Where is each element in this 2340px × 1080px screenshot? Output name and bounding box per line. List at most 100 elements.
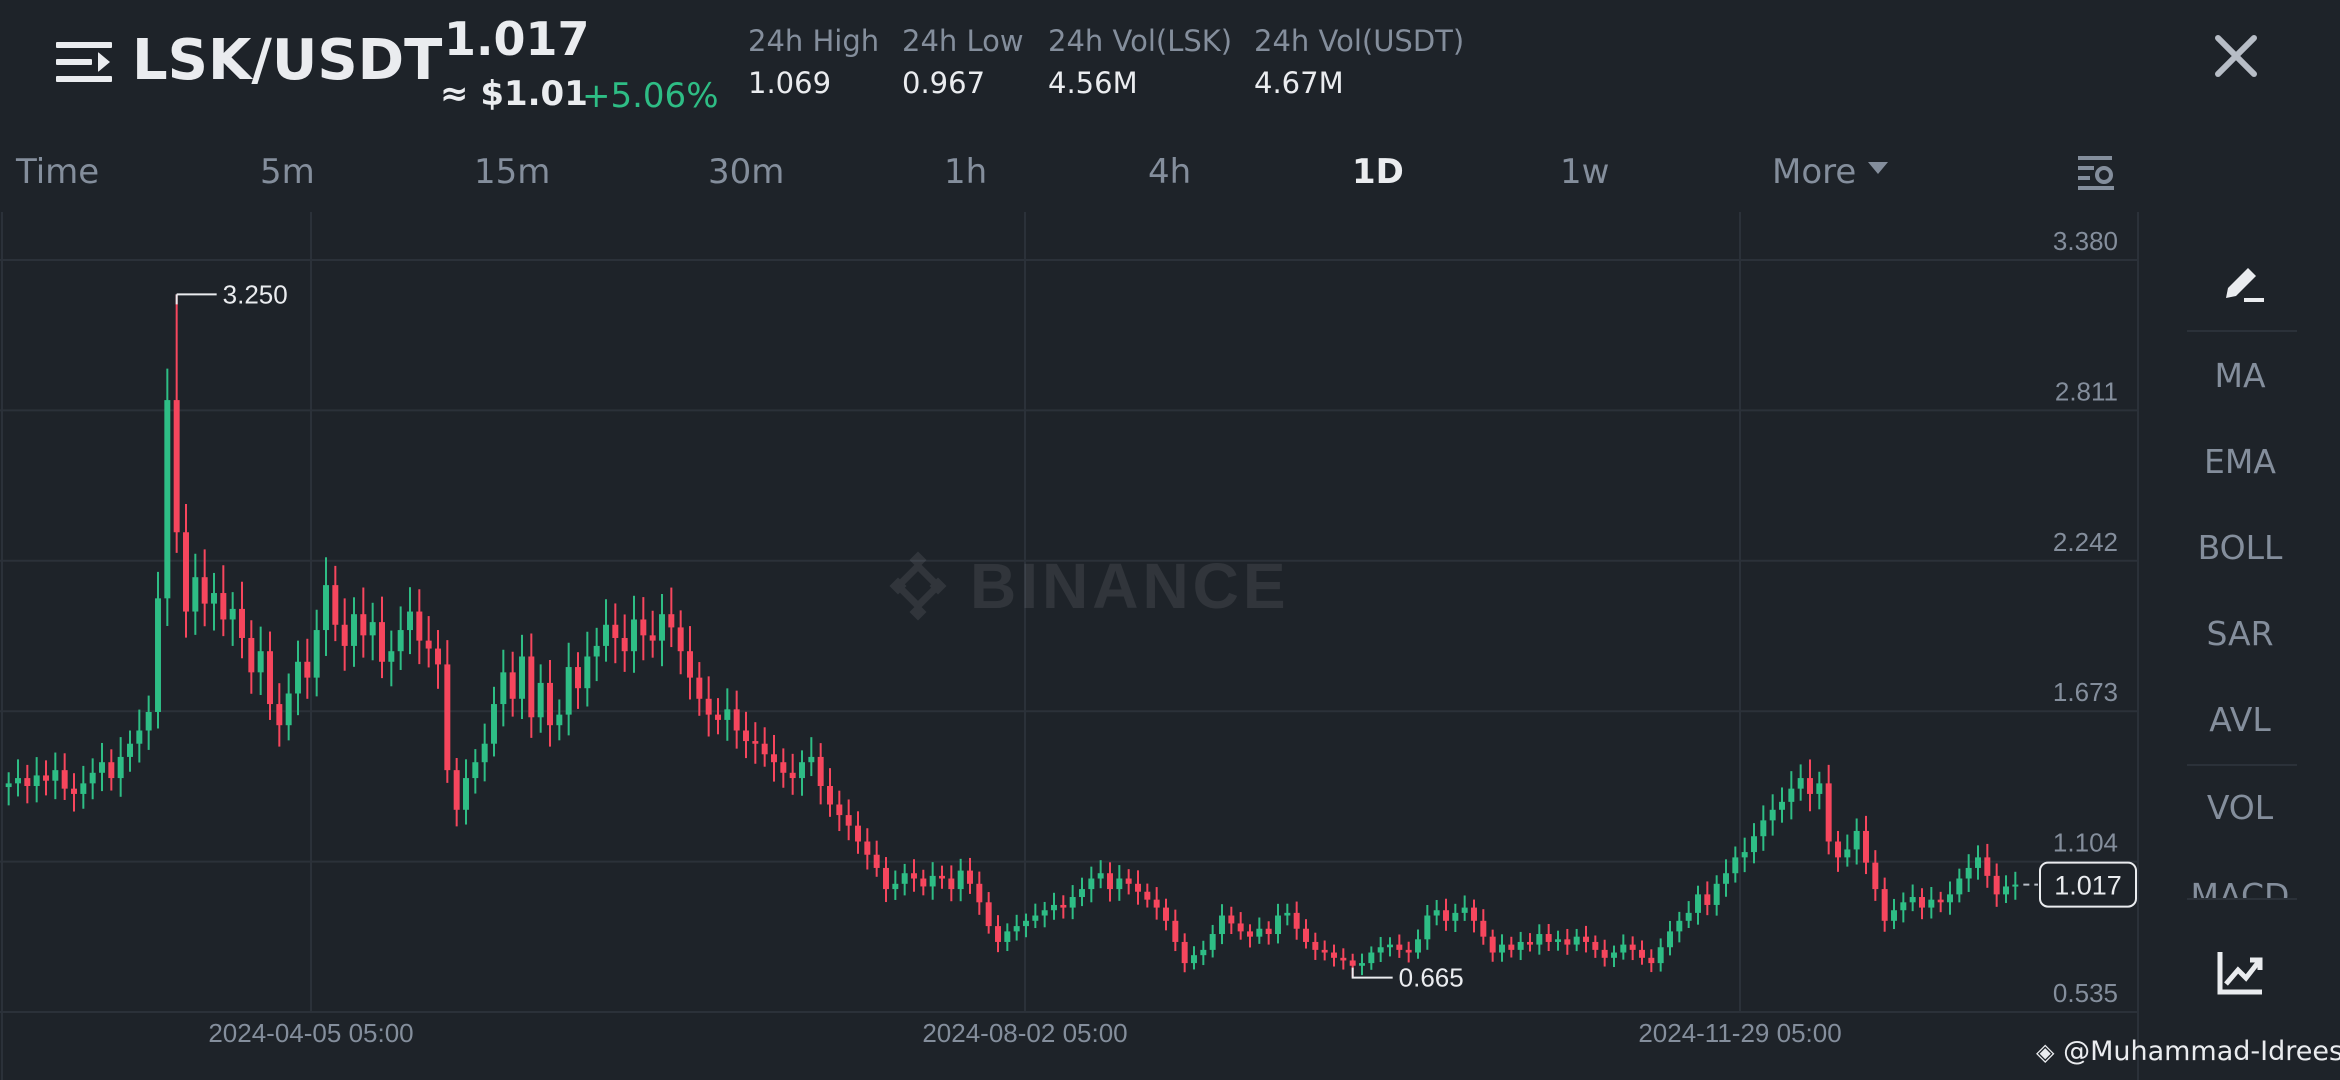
tab-1w[interactable]: 1w xyxy=(1560,152,1610,192)
candle-body xyxy=(117,756,124,779)
tab-1d[interactable]: 1D xyxy=(1352,152,1404,192)
candle-body xyxy=(1247,931,1253,937)
trading-pair[interactable]: LSK/USDT xyxy=(132,28,443,93)
candle-body xyxy=(1564,939,1571,945)
candle-body xyxy=(1536,934,1543,945)
usd-price: ≈ $1.01 xyxy=(440,74,588,114)
candle-body xyxy=(1807,778,1813,794)
candle-body xyxy=(621,637,628,652)
candle-body xyxy=(1583,936,1589,942)
candle-body xyxy=(1919,897,1925,908)
indicator-settings-icon[interactable] xyxy=(2216,948,2266,998)
candle-body xyxy=(1051,904,1057,911)
timeframe-tabs: Time 5m 15m 30m 1h 4h 1D 1w More xyxy=(0,140,2140,212)
candle-body xyxy=(145,711,152,731)
candle-body xyxy=(1499,944,1505,953)
candle-body xyxy=(864,841,871,855)
candle-body xyxy=(1144,891,1151,900)
chart-settings-icon[interactable] xyxy=(2076,152,2116,192)
candle-body xyxy=(1704,894,1711,905)
tab-more[interactable]: More xyxy=(1772,152,1889,192)
candle-body xyxy=(1508,944,1515,950)
candle-body xyxy=(1209,934,1216,950)
candle-body xyxy=(1620,944,1627,953)
indicator-boll[interactable]: BOLL xyxy=(2197,528,2283,567)
candle-body xyxy=(61,770,68,789)
candle-body xyxy=(603,624,609,646)
candle-body xyxy=(1853,830,1860,850)
candle-body xyxy=(1611,952,1617,958)
candle-body xyxy=(537,682,544,718)
tab-30m[interactable]: 30m xyxy=(708,152,785,192)
draw-tool-icon[interactable] xyxy=(2218,254,2268,304)
candle-body xyxy=(136,730,143,744)
candle-body xyxy=(1555,939,1561,942)
candle-body xyxy=(715,714,721,720)
indicator-ma[interactable]: MA xyxy=(2214,356,2266,395)
stat-label-vol-lsk: 24h Vol(LSK) xyxy=(1048,24,1233,58)
candle-body xyxy=(911,873,917,879)
candle-body xyxy=(155,598,161,712)
candle-body xyxy=(1359,963,1365,966)
tab-4h[interactable]: 4h xyxy=(1148,152,1192,192)
candle-body xyxy=(976,883,983,903)
tab-15m[interactable]: 15m xyxy=(474,152,551,192)
candle-body xyxy=(285,693,292,726)
close-icon-glyph xyxy=(2215,35,2257,77)
indicator-avl[interactable]: AVL xyxy=(2209,700,2271,739)
candle-body xyxy=(369,622,376,636)
stat-value-high: 1.069 xyxy=(748,66,832,100)
tab-1h[interactable]: 1h xyxy=(944,152,988,192)
candle-body xyxy=(425,640,432,649)
indicator-vol[interactable]: VOL xyxy=(2206,788,2274,827)
candle-body xyxy=(836,804,843,816)
candle-body xyxy=(659,614,665,641)
candle-body xyxy=(1741,852,1748,858)
indicator-macd[interactable]: MACD xyxy=(2190,876,2290,898)
candle-body xyxy=(519,656,525,699)
candle-body xyxy=(1835,841,1841,858)
candle-body xyxy=(89,772,96,784)
x-tick-label: 2024-08-02 05:00 xyxy=(922,1018,1127,1048)
binance-watermark: BINANCE xyxy=(889,550,1286,622)
candle-body xyxy=(1396,944,1403,950)
candle-body xyxy=(472,762,479,779)
candle-body xyxy=(799,762,805,779)
candle-body xyxy=(1732,857,1739,874)
indicator-ema[interactable]: EMA xyxy=(2204,442,2276,481)
candle-body xyxy=(1639,949,1645,958)
indicator-sar[interactable]: SAR xyxy=(2206,614,2274,653)
caret-down-icon xyxy=(1868,161,1889,174)
candle-body xyxy=(453,770,460,810)
candle-body xyxy=(1163,907,1169,921)
candle-body xyxy=(229,608,236,620)
candle-body xyxy=(127,743,133,757)
candle-body xyxy=(1013,926,1020,932)
candle-body xyxy=(1293,912,1300,929)
candle-body xyxy=(388,651,395,662)
candle-body xyxy=(957,870,964,890)
tab-time[interactable]: Time xyxy=(16,152,100,192)
candle-body xyxy=(1349,960,1356,966)
sidebar-divider xyxy=(2187,330,2297,332)
candle-body xyxy=(1228,915,1235,924)
candle-body xyxy=(1816,783,1823,794)
candle-body xyxy=(1657,947,1664,964)
tab-5m[interactable]: 5m xyxy=(260,152,315,192)
candle-body xyxy=(705,698,712,715)
candle-body xyxy=(1863,830,1869,863)
candle-body xyxy=(239,608,245,638)
candle-body xyxy=(565,667,572,715)
candle-body xyxy=(584,656,591,689)
close-icon[interactable] xyxy=(2206,26,2266,86)
candlestick-chart[interactable]: BINANCE 3.380 2.811 2.242 1.673 1.104 0.535 2… xyxy=(0,212,2140,1080)
y-tick-label: 3.380 xyxy=(2053,226,2118,256)
candle-body xyxy=(1956,878,1963,895)
candle-body xyxy=(892,883,899,890)
menu-icon[interactable] xyxy=(56,38,112,86)
candle-body xyxy=(1125,878,1132,884)
credit-handle: @Muhammad-Idrees26 xyxy=(2063,1036,2340,1067)
candle-body xyxy=(295,661,301,694)
x-tick-label: 2024-04-05 05:00 xyxy=(208,1018,413,1048)
candle-body xyxy=(2003,886,2009,895)
